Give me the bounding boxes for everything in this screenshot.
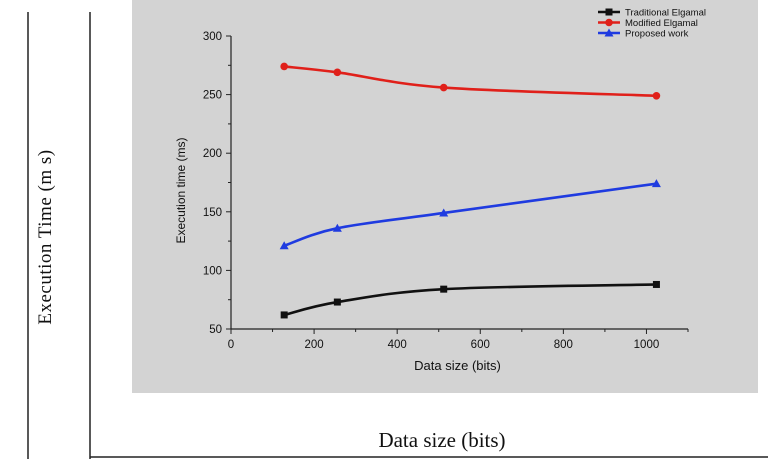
outer-y-axis-label: Execution Time (m s)	[35, 149, 56, 325]
y-tick-label: 300	[203, 31, 222, 43]
y-tick-label: 100	[203, 265, 222, 277]
data-point	[439, 83, 448, 92]
data-point	[440, 285, 448, 293]
data-point	[652, 91, 661, 100]
legend-swatch-marker	[604, 28, 614, 37]
x-tick-label: 600	[471, 339, 490, 351]
outer-x-axis-label: Data size (bits)	[378, 428, 506, 452]
data-point	[280, 311, 288, 319]
y-tick-label: 50	[209, 324, 222, 336]
y-tick-label: 150	[203, 207, 222, 219]
data-point	[279, 241, 289, 250]
y-tick-label: 200	[203, 148, 222, 160]
y-axis-label: Execution time (ms)	[174, 137, 188, 243]
x-tick-label: 800	[554, 339, 573, 351]
legend-swatch-marker	[605, 18, 613, 27]
x-axis-label: Data size (bits)	[414, 358, 501, 373]
legend-label: Proposed work	[625, 29, 689, 40]
line-chart: 50 100 150 200 250 300 0 200 400 600 800 1000 Data s…	[174, 8, 706, 374]
legend-swatch-marker	[605, 8, 613, 16]
x-tick-label: 1000	[634, 339, 660, 351]
data-point	[652, 280, 660, 288]
legend-label: Traditional Elgamal	[625, 8, 706, 19]
data-point	[333, 298, 341, 306]
series-line-1	[284, 65, 657, 98]
plot-panel	[132, 0, 758, 393]
data-point	[280, 62, 288, 71]
x-tick-label: 400	[388, 339, 407, 351]
data-point	[439, 208, 449, 217]
data-point	[651, 179, 661, 188]
legend-label: Modified Elgamal	[625, 18, 698, 29]
x-tick-label: 0	[228, 339, 234, 351]
x-tick-label: 200	[304, 339, 323, 351]
data-point	[332, 223, 342, 232]
data-point	[333, 68, 342, 77]
series-line-0	[283, 283, 657, 317]
y-tick-label: 250	[203, 90, 222, 102]
series-line-2	[283, 182, 657, 248]
